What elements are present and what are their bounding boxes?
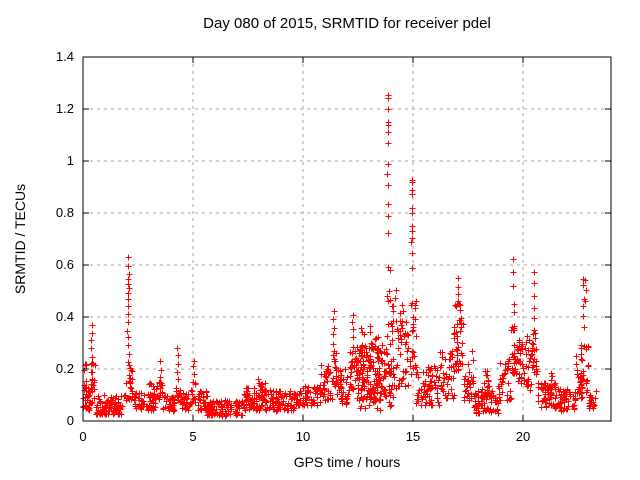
x-axis-label: GPS time / hours (294, 454, 401, 470)
chart-title: Day 080 of 2015, SRMTID for receiver pde… (203, 15, 491, 32)
x-tick-label-10: 10 (296, 429, 310, 444)
y-tick-label-0.2: 0.2 (56, 361, 74, 376)
tick-marks (82, 56, 611, 422)
x-tick-label-5: 5 (189, 429, 196, 444)
x-tick-label-0: 0 (79, 429, 86, 444)
tick-labels: 0 5 10 15 20 0 0.2 0.4 0.6 0.8 1 1.2 1.4 (56, 49, 530, 444)
y-tick-label-0.6: 0.6 (56, 257, 74, 272)
plot-border (82, 56, 612, 422)
srmtid-plus-markers (80, 92, 600, 420)
y-tick-label-1: 1 (67, 153, 74, 168)
y-tick-label-0: 0 (67, 413, 74, 428)
y-tick-label-0.4: 0.4 (56, 309, 74, 324)
y-tick-label-0.8: 0.8 (56, 205, 74, 220)
x-tick-label-15: 15 (406, 429, 420, 444)
y-tick-label-1.4: 1.4 (56, 49, 74, 64)
scatter-points (80, 92, 600, 420)
axes-and-ticks (82, 56, 612, 422)
x-tick-label-20: 20 (516, 429, 530, 444)
y-tick-label-1.2: 1.2 (56, 101, 74, 116)
y-axis-label: SRMTID / TECUs (12, 184, 28, 294)
